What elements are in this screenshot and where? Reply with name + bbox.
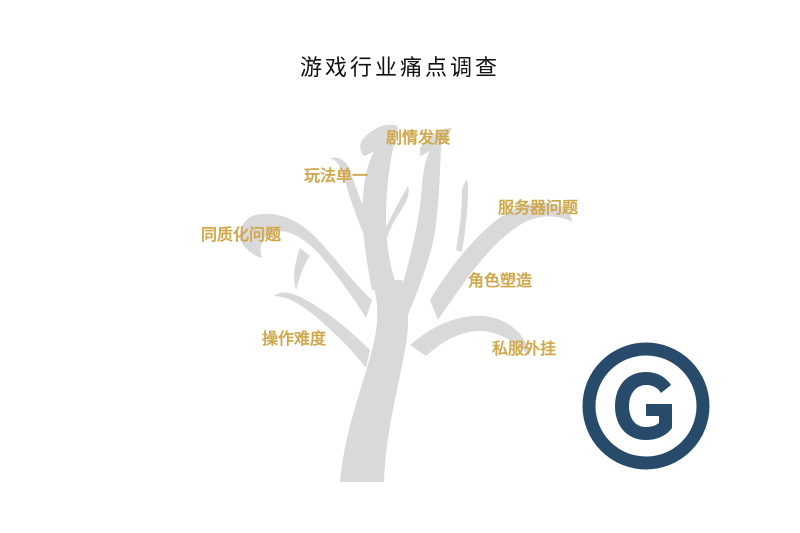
label-plot-development: 剧情发展 (386, 128, 451, 147)
label-homogeneity: 同质化问题 (201, 225, 282, 244)
tree-branch-private-server (410, 315, 530, 356)
tree-branch-gameplay (330, 157, 374, 240)
g-letter-shape (615, 372, 672, 440)
tree-branch-homogeneity (239, 213, 372, 318)
tree-branch-homogeneity-sub (294, 248, 310, 290)
label-single-gameplay: 玩法单一 (304, 166, 369, 185)
tree-leaf-top (360, 124, 398, 156)
tree-branch-server-twig (456, 179, 468, 252)
tree-branch-inner (379, 186, 409, 272)
tree-branch-server (430, 202, 572, 320)
label-server-issue: 服务器问题 (498, 198, 579, 217)
label-character-building: 角色塑造 (468, 271, 533, 290)
label-operation-difficulty: 操作难度 (262, 329, 327, 348)
tree-trunk (340, 280, 409, 482)
tree-branch-center (362, 128, 400, 295)
tree-branch-operation (274, 292, 370, 368)
page-title: 游戏行业痛点调查 (299, 56, 500, 81)
label-private-server-cheats: 私服外挂 (492, 339, 557, 358)
tree-branch-center-right (398, 135, 442, 320)
g-logo-icon (582, 342, 710, 470)
tree-leaf-top-right (420, 128, 452, 156)
